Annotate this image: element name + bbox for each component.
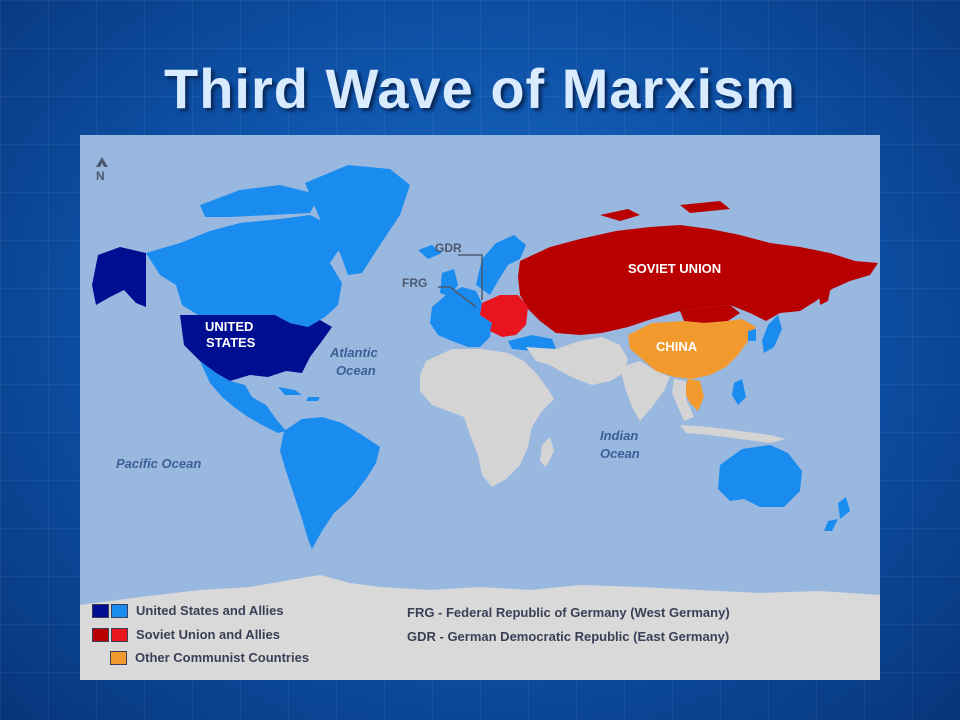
india-landmass xyxy=(620,361,670,421)
world-map-svg: N GDR FRG UNITED STATES SOVIET UNION CHI… xyxy=(80,157,880,680)
legend-swatch-other-communist xyxy=(110,650,127,665)
slide-title: Third Wave of Marxism xyxy=(164,57,796,120)
south-korea-landmass xyxy=(748,329,756,341)
atlantic-ocean-label-line1: Atlantic xyxy=(329,345,378,360)
legend-swatch-us xyxy=(92,603,109,618)
indochina-communist-landmass xyxy=(684,379,704,411)
new-zealand-landmass xyxy=(824,497,850,531)
turkey-landmass xyxy=(508,335,556,351)
legend-item-us-allies: United States and Allies xyxy=(92,603,284,618)
legend-swatch-soviet xyxy=(92,627,109,642)
frg-callout-label: FRG xyxy=(402,276,427,290)
western-europe-landmass xyxy=(430,287,492,347)
legend-swatch-us-allies xyxy=(111,603,128,618)
compass-letter: N xyxy=(96,169,105,183)
alaska-landmass xyxy=(92,247,146,307)
legend-note-gdr: GDR - German Democratic Republic (East G… xyxy=(407,629,730,644)
canada-landmass xyxy=(146,215,342,327)
middle-east-landmass xyxy=(526,337,628,385)
legend-label-soviet-allies: Soviet Union and Allies xyxy=(136,627,280,642)
greenland-landmass xyxy=(305,165,410,275)
world-map: N GDR FRG UNITED STATES SOVIET UNION CHI… xyxy=(80,135,880,680)
south-america-landmass xyxy=(280,417,380,549)
indian-ocean-label-line2: Ocean xyxy=(600,446,640,461)
africa-landmass xyxy=(420,349,554,487)
siberian-islands xyxy=(600,201,730,221)
legend-item-other-communist: Other Communist Countries xyxy=(92,650,309,665)
legend-item-soviet-allies: Soviet Union and Allies xyxy=(92,627,280,642)
scandinavia-landmass xyxy=(476,235,526,295)
eastern-bloc-landmass xyxy=(480,295,528,337)
australia-landmass xyxy=(718,445,802,507)
frg-callout-line xyxy=(438,286,477,308)
mexico-landmass xyxy=(200,361,286,433)
map-legend: United States and Allies Soviet Union an… xyxy=(80,594,880,680)
legend-label-other-communist: Other Communist Countries xyxy=(135,650,310,665)
kamchatka-landmass xyxy=(818,275,832,305)
gdr-callout-line xyxy=(458,254,483,300)
legend-label-us-allies: United States and Allies xyxy=(136,603,284,618)
caribbean-islands xyxy=(278,387,320,401)
legend-swatch-soviet-allies xyxy=(111,627,128,642)
north-arrow-icon: N xyxy=(96,157,108,183)
madagascar-landmass xyxy=(540,437,554,467)
atlantic-ocean-label-line2: Ocean xyxy=(336,363,376,378)
soviet-union-label: SOVIET UNION xyxy=(628,261,721,276)
philippines-landmass xyxy=(732,379,746,405)
soviet-union-landmass xyxy=(518,225,878,335)
pacific-ocean-label: Pacific Ocean xyxy=(116,456,201,471)
usa-label-line1: UNITED xyxy=(205,319,253,334)
usa-label-line2: STATES xyxy=(206,335,256,350)
southeast-asia-landmass xyxy=(672,379,694,421)
indian-ocean-label-line1: Indian xyxy=(600,428,638,443)
japan-landmass xyxy=(762,315,782,353)
legend-note-frg: FRG - Federal Republic of Germany (West … xyxy=(407,605,730,620)
mongolia-landmass xyxy=(680,305,740,323)
gdr-callout-label: GDR xyxy=(435,241,462,255)
antarctica-landmass xyxy=(80,575,880,680)
usa-landmass xyxy=(180,315,332,381)
china-label: CHINA xyxy=(656,339,698,354)
indonesia-landmass xyxy=(680,425,786,443)
canada-islands xyxy=(200,185,320,217)
iceland-landmass xyxy=(418,245,442,259)
china-landmass xyxy=(628,319,756,379)
